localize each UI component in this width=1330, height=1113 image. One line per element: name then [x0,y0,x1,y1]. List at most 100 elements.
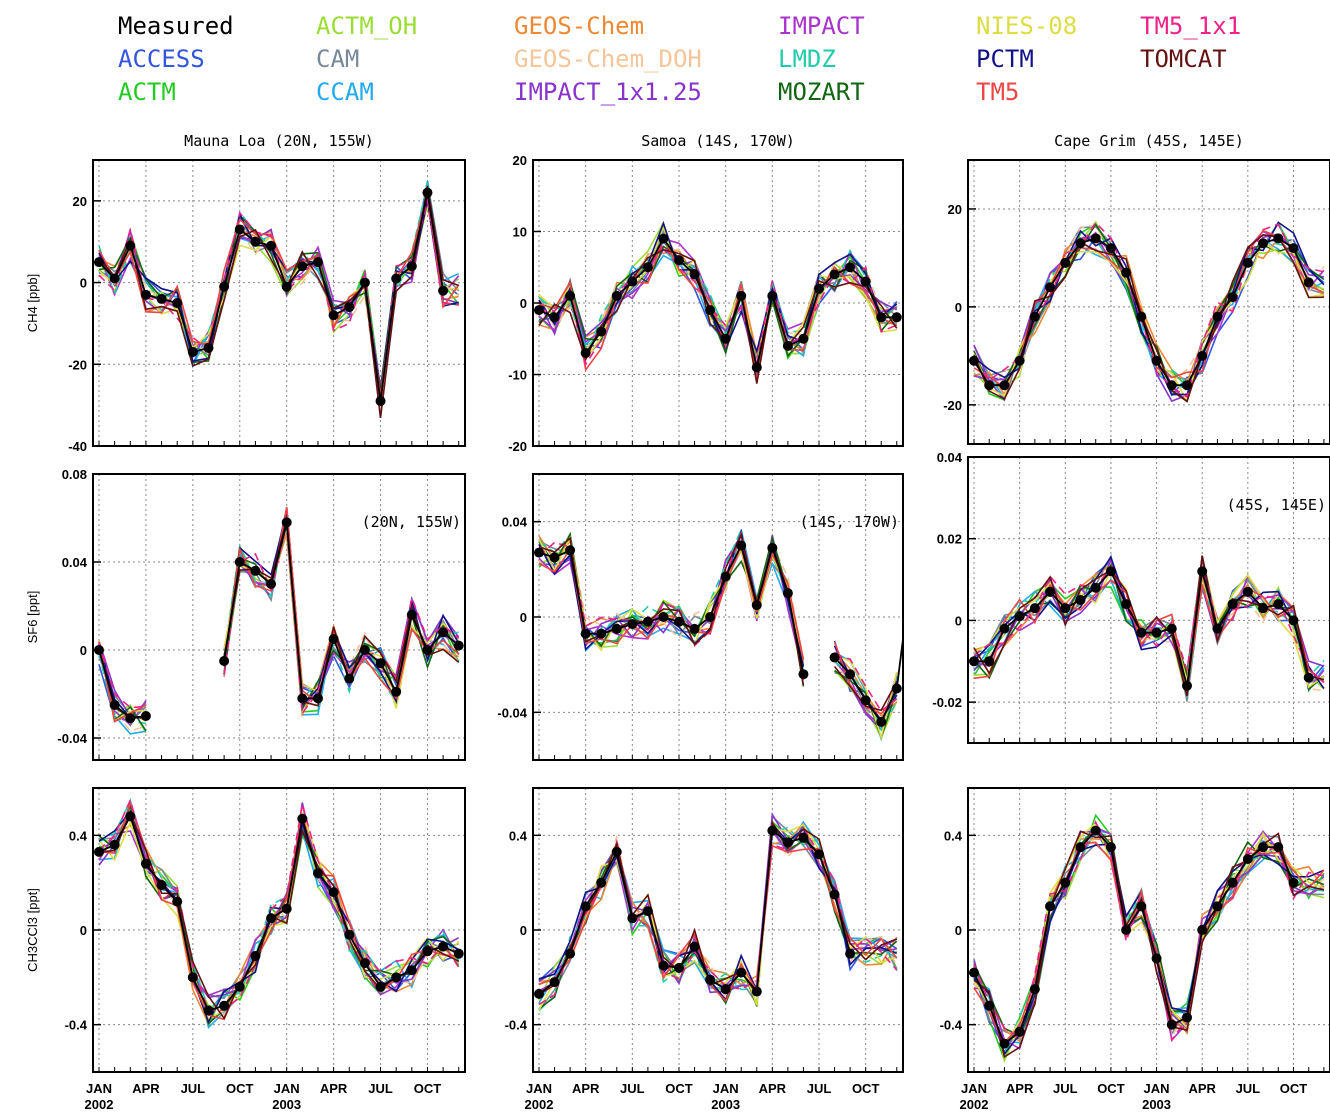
legend-entry-actm: ACTM [118,78,176,106]
y-tick-label: -20 [68,357,87,372]
series-line-pctm [973,555,1325,689]
y-axis-label: CH3CCl3 [ppt] [25,888,40,972]
measured-point [281,517,292,528]
grid [533,788,903,1072]
plot-area [969,553,1325,702]
y-tick-label: 0.4 [69,828,88,843]
panel-0: -40 -20 0 20 Mauna Loa (20N, 155W) CH4 [ppb] [25,132,466,454]
x-tick-label: JAN [86,1081,112,1096]
y-tick-label: 0.04 [937,450,963,465]
series-line-measured [98,522,460,720]
x-tick-label: JUL [620,1081,645,1096]
measured-point [534,988,544,999]
measured-point [736,290,747,301]
measured-point [736,540,747,551]
measured-point [782,340,793,351]
grid [533,474,903,760]
y-tick-label: 0.4 [944,828,963,843]
measured-point [94,257,104,268]
measured-point [1014,355,1025,366]
measured-point [1212,311,1223,322]
measured-point [438,627,449,638]
panel-8: -0.4 0 0.4 JAN APR JUL OCT JAN APR JUL OCT 2002 2003 [940,787,1330,1112]
legend: Measured ACCESS ACTM ACTM_OH CAM CCAM GEOS-Che… [118,12,1241,106]
y-tick-label: 0.4 [509,828,528,843]
measured-point [751,986,762,997]
series-line-lmdz [98,798,460,1012]
year-label: 2002 [525,1097,554,1112]
measured-point [375,396,386,407]
plot-area [94,797,464,1029]
measured-point [674,255,684,266]
y-tick-label: -40 [68,439,87,454]
series-line-tm5-1x1 [538,530,898,713]
measured-point [422,187,433,198]
measured-point [312,868,323,879]
measured-point [814,849,824,860]
measured-point [140,289,151,300]
measured-point [1151,953,1162,964]
measured-point [984,380,995,391]
y-tick-label: 0 [80,276,87,291]
measured-point [328,887,339,898]
year-label: 2003 [1142,1097,1171,1112]
measured-point [1045,586,1056,597]
series-line-lmdz [98,184,460,400]
y-axis-label: SF6 [ppt] [25,591,40,644]
panel-annotation: (14S, 170W) [800,513,899,531]
legend-entry-access: ACCESS [118,45,205,73]
measured-point [234,557,245,567]
legend-entry-nies-08: NIES-08 [976,12,1077,40]
measured-point [876,716,887,727]
year-label: 2002 [85,1097,114,1112]
series-line-actm-oh [538,220,898,381]
measured-point [1075,595,1086,605]
measured-point [549,552,560,563]
measured-point [125,240,136,251]
measured-point [1014,1026,1025,1037]
x-tick-label: OCT [414,1081,442,1096]
measured-point [1212,901,1223,912]
measured-point [845,948,856,959]
measured-point [234,224,245,235]
measured-point [359,645,370,655]
measured-point [156,293,167,304]
measured-point [140,858,151,869]
measured-point [187,972,198,983]
measured-point [596,877,607,888]
y-tick-label: -0.02 [932,695,962,710]
measured-point [611,846,622,857]
series-line-impact [973,230,1325,403]
measured-point [984,1000,995,1011]
y-tick-label: 0 [520,296,527,311]
y-tick-label: -10 [508,368,527,383]
measured-point [375,658,386,669]
measured-point [344,673,355,684]
y-tick-label: -0.4 [940,1018,963,1033]
year-label: 2003 [272,1097,301,1112]
y-axis-label: CH4 [ppb] [25,274,40,333]
measured-point [250,951,261,962]
panel-4: -0.04 0 0.04 (14S, 170W) [497,473,904,761]
x-tick-label: JUL [1236,1081,1261,1096]
measured-point [720,571,731,582]
y-tick-label: 20 [948,202,962,217]
measured-point [1090,582,1101,593]
x-tick-label: OCT [665,1081,693,1096]
series-line-lmdz [538,526,898,732]
legend-entry-tm5: TM5 [976,78,1019,106]
measured-point [642,262,653,273]
x-tick-label: JAN [526,1081,552,1096]
measured-point [565,545,576,556]
measured-point [344,929,355,940]
series-line-tm5-1x1 [538,826,898,1006]
x-tick-label: APR [1006,1081,1034,1096]
measured-point [1227,292,1238,303]
measured-point [1136,311,1147,322]
plot-area [94,180,460,418]
measured-point [1121,267,1132,278]
measured-point [984,656,995,667]
measured-point [453,640,464,651]
measured-point [534,547,544,558]
measured-point [596,628,607,639]
